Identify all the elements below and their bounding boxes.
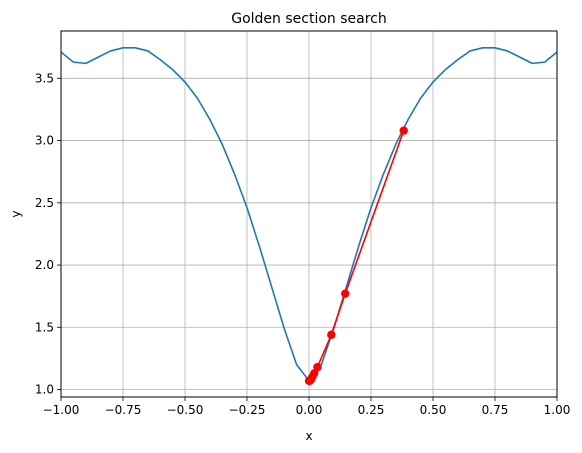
series-1-point — [399, 126, 408, 135]
series-1-point — [341, 289, 350, 298]
series-1-point — [313, 362, 322, 372]
y-tick-label: 2.5 — [35, 196, 54, 210]
x-tick-label: −0.75 — [105, 403, 142, 417]
y-axis-label: y — [9, 210, 23, 217]
y-tick-label: 1.0 — [35, 383, 54, 397]
x-tick-label: 0.00 — [296, 403, 323, 417]
x-tick-label: −0.25 — [229, 403, 266, 417]
series-layer — [61, 47, 557, 386]
y-tick-label: 2.0 — [35, 258, 54, 272]
grid — [60, 31, 558, 397]
ticks: −1.00 −0.75 −0.50 −0.25 0.00 0.25 0.50 0.75 1.00… — [35, 71, 570, 417]
series-1-point — [304, 376, 314, 386]
chart-title: Golden section search — [231, 11, 387, 27]
x-tick-label: 1.00 — [544, 403, 571, 417]
y-tick-label: 3.0 — [35, 134, 54, 148]
y-tick-label: 3.5 — [35, 71, 54, 85]
x-tick-label: −1.00 — [43, 403, 80, 417]
series-1-point — [327, 330, 336, 339]
x-tick-label: 0.50 — [420, 403, 447, 417]
x-axis-label: x — [305, 429, 312, 443]
y-tick-label: 1.5 — [35, 320, 54, 334]
x-tick-label: 0.25 — [358, 403, 385, 417]
x-tick-label: −0.50 — [167, 403, 204, 417]
x-tick-label: 0.75 — [482, 403, 509, 417]
